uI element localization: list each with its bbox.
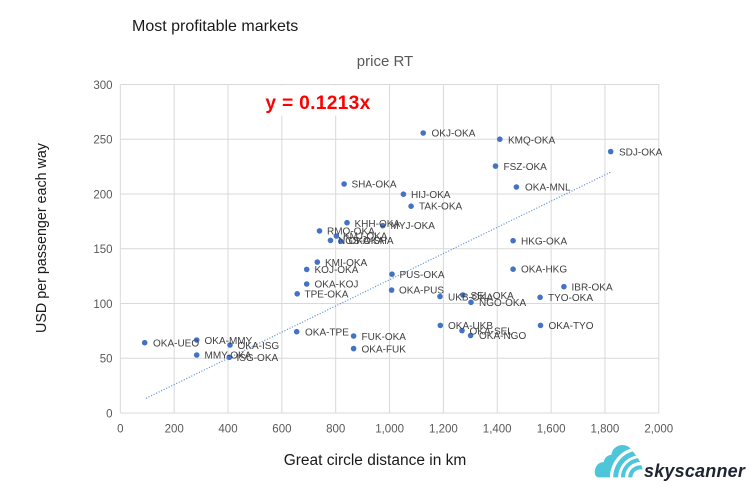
svg-text:USD per passenger each way: USD per passenger each way [34,142,50,333]
svg-text:OKA-UKB: OKA-UKB [448,321,493,332]
svg-text:800: 800 [326,424,345,436]
svg-text:KHH-OKA: KHH-OKA [355,219,401,230]
svg-text:SEL-OKA: SEL-OKA [471,291,515,302]
svg-text:400: 400 [218,424,237,436]
svg-text:FUK-OKA: FUK-OKA [362,332,407,343]
svg-text:Most profitable markets: Most profitable markets [132,18,298,35]
svg-text:OKA-TPE: OKA-TPE [305,328,349,339]
svg-text:300: 300 [93,80,112,92]
svg-text:KMI-OKA: KMI-OKA [325,258,368,269]
svg-text:SDJ-OKA: SDJ-OKA [619,148,663,159]
svg-text:MMY-OKA: MMY-OKA [205,351,252,362]
svg-text:OKA-ISG: OKA-ISG [238,341,280,352]
svg-text:OKJ-OKA: OKJ-OKA [432,129,476,140]
svg-text:100: 100 [93,299,112,311]
svg-text:1,600: 1,600 [537,424,566,436]
svg-text:MYJ-OKA: MYJ-OKA [391,221,436,232]
svg-text:OKA-FUK: OKA-FUK [362,345,407,356]
svg-text:OKA-SHA: OKA-SHA [349,236,394,247]
svg-text:OKA-NGO: OKA-NGO [479,331,526,342]
svg-text:HIJ-OKA: HIJ-OKA [411,190,451,201]
svg-text:OKA-SEL: OKA-SEL [470,327,514,338]
svg-text:SHA-OKA: SHA-OKA [352,180,397,191]
svg-text:KMJ-OKA: KMJ-OKA [343,232,388,243]
svg-text:PUS-OKA: PUS-OKA [400,270,445,281]
svg-text:TYO-OKA: TYO-OKA [548,293,593,304]
svg-text:50: 50 [100,354,113,366]
svg-text:200: 200 [93,189,112,201]
svg-text:NGO-OKA: NGO-OKA [479,298,527,309]
svg-text:TPE-OKA: TPE-OKA [305,290,349,301]
svg-text:OKA-HKG: OKA-HKG [521,265,567,276]
svg-text:FSZ-OKA: FSZ-OKA [504,162,548,173]
svg-text:UKB-OKA: UKB-OKA [448,293,493,304]
svg-text:2,000: 2,000 [644,424,673,436]
svg-text:NGS-OKA: NGS-OKA [338,236,384,247]
svg-text:HKG-OKA: HKG-OKA [521,237,567,248]
svg-text:OKA-MMY: OKA-MMY [205,336,253,347]
svg-text:KMQ-OKA: KMQ-OKA [508,136,556,147]
svg-text:1,400: 1,400 [483,424,512,436]
svg-text:600: 600 [272,424,291,436]
svg-text:OKA-KOJ: OKA-KOJ [315,280,359,291]
svg-text:OKA-PUS: OKA-PUS [399,286,444,297]
svg-text:150: 150 [93,244,112,256]
svg-text:200: 200 [165,424,184,436]
svg-text:RMQ-OKA: RMQ-OKA [327,227,375,238]
svg-text:0: 0 [117,424,123,436]
svg-text:OKA-MNL: OKA-MNL [525,183,571,194]
svg-text:TAK-OKA: TAK-OKA [419,202,462,213]
svg-text:1,200: 1,200 [429,424,458,436]
svg-text:OKA-UEO: OKA-UEO [153,339,199,350]
svg-text:KOJ-OKA: KOJ-OKA [315,265,359,276]
svg-text:skyscanner: skyscanner [644,461,746,481]
svg-text:1,000: 1,000 [375,424,404,436]
svg-text:y = 0.1213x: y = 0.1213x [265,93,370,114]
svg-text:250: 250 [93,135,112,147]
svg-text:ISG-OKA: ISG-OKA [237,353,279,364]
svg-text:Great circle distance in km: Great circle distance in km [284,452,467,469]
svg-text:IBR-OKA: IBR-OKA [572,283,613,294]
svg-text:price RT: price RT [357,53,413,70]
svg-text:OKA-TYO: OKA-TYO [549,321,594,332]
svg-text:1,800: 1,800 [591,424,620,436]
svg-text:0: 0 [106,408,112,420]
